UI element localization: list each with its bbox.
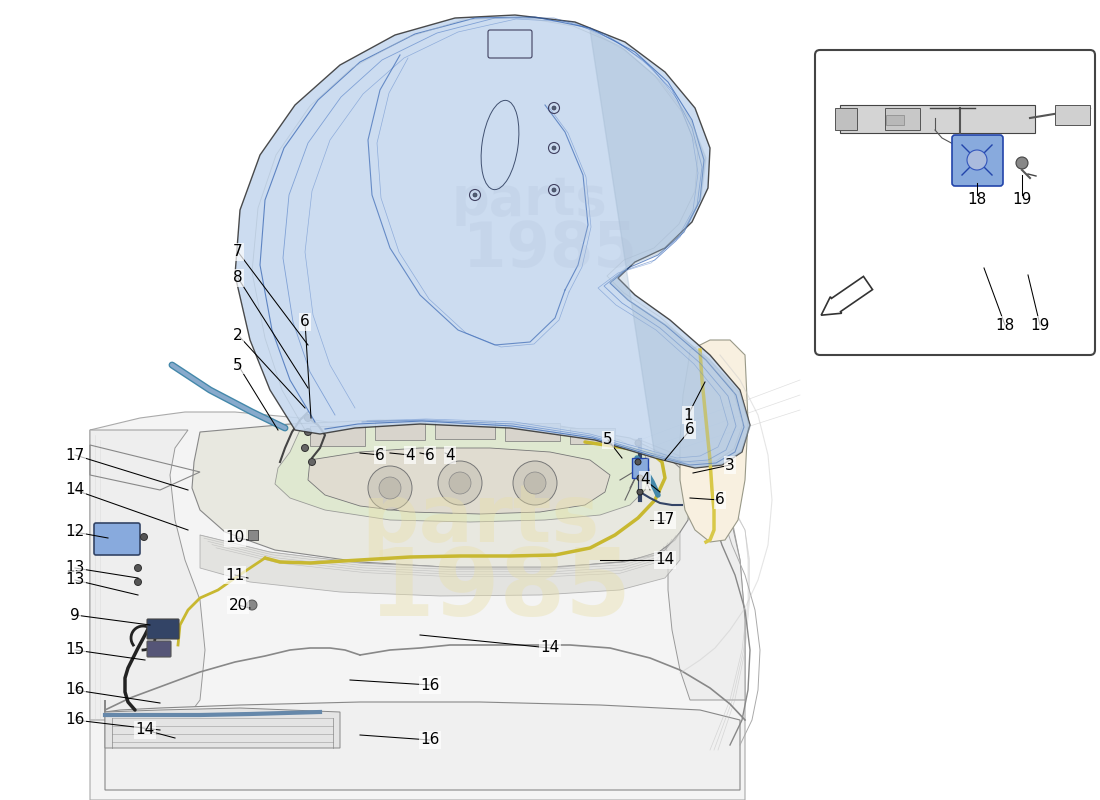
- Polygon shape: [90, 430, 205, 720]
- FancyBboxPatch shape: [952, 135, 1003, 186]
- Circle shape: [134, 578, 142, 586]
- Text: 20: 20: [229, 598, 248, 613]
- FancyBboxPatch shape: [815, 50, 1094, 355]
- Text: 16: 16: [420, 733, 440, 747]
- Bar: [840, 105, 1035, 133]
- Polygon shape: [90, 412, 745, 800]
- Text: 4: 4: [640, 473, 650, 487]
- Text: 14: 14: [656, 553, 674, 567]
- Polygon shape: [104, 708, 340, 748]
- FancyBboxPatch shape: [147, 641, 170, 657]
- Text: 2: 2: [233, 327, 243, 342]
- Circle shape: [134, 565, 142, 571]
- Text: 13: 13: [65, 573, 85, 587]
- Circle shape: [449, 472, 471, 494]
- Polygon shape: [635, 450, 745, 700]
- Text: 19: 19: [1012, 193, 1032, 207]
- Text: 4: 4: [405, 447, 415, 462]
- Circle shape: [552, 106, 556, 110]
- Text: 16: 16: [420, 678, 440, 693]
- Circle shape: [637, 489, 644, 495]
- Text: 17: 17: [656, 513, 674, 527]
- Text: 6: 6: [375, 447, 385, 462]
- Text: parts: parts: [452, 174, 608, 226]
- Bar: [632, 458, 648, 478]
- Bar: [375, 422, 425, 440]
- Text: 16: 16: [65, 682, 85, 698]
- Text: 12: 12: [65, 525, 85, 539]
- Circle shape: [552, 188, 556, 192]
- Circle shape: [473, 193, 477, 197]
- Bar: [1055, 105, 1090, 125]
- Polygon shape: [308, 448, 610, 514]
- Circle shape: [552, 146, 556, 150]
- Text: 16: 16: [65, 713, 85, 727]
- Text: 4: 4: [446, 447, 454, 462]
- FancyBboxPatch shape: [147, 619, 179, 639]
- Circle shape: [635, 440, 641, 446]
- Bar: [886, 108, 920, 130]
- Polygon shape: [235, 15, 750, 468]
- Circle shape: [635, 459, 641, 465]
- Polygon shape: [104, 700, 740, 790]
- Polygon shape: [192, 420, 690, 568]
- Text: 6: 6: [685, 422, 695, 438]
- Text: 15: 15: [65, 642, 85, 658]
- Circle shape: [305, 414, 311, 422]
- Text: 10: 10: [226, 530, 244, 546]
- Bar: [310, 426, 365, 446]
- Text: 8: 8: [233, 270, 243, 286]
- Text: 6: 6: [425, 447, 435, 462]
- FancyBboxPatch shape: [94, 523, 140, 555]
- Text: 1985: 1985: [463, 220, 637, 280]
- Text: 18: 18: [967, 193, 987, 207]
- Bar: [434, 421, 495, 439]
- Circle shape: [524, 472, 546, 494]
- Text: 14: 14: [135, 722, 155, 738]
- Circle shape: [637, 475, 644, 481]
- Bar: [835, 108, 857, 130]
- Text: 14: 14: [65, 482, 85, 498]
- Bar: [886, 115, 904, 125]
- Text: 5: 5: [603, 433, 613, 447]
- Text: 17: 17: [65, 447, 85, 462]
- Circle shape: [305, 429, 311, 435]
- Circle shape: [301, 445, 308, 451]
- Text: 19: 19: [1031, 318, 1049, 333]
- Text: 5: 5: [233, 358, 243, 373]
- Bar: [248, 530, 258, 540]
- Circle shape: [141, 534, 147, 541]
- Circle shape: [513, 461, 557, 505]
- Bar: [505, 423, 560, 441]
- FancyArrow shape: [822, 277, 872, 315]
- Text: 6: 6: [715, 493, 725, 507]
- Text: 14: 14: [540, 641, 560, 655]
- Bar: [570, 428, 615, 444]
- Circle shape: [248, 600, 257, 610]
- Polygon shape: [590, 30, 750, 467]
- Text: 1: 1: [683, 407, 693, 422]
- Text: 11: 11: [226, 567, 244, 582]
- Text: 6: 6: [300, 314, 310, 330]
- Polygon shape: [200, 532, 680, 596]
- Text: 9: 9: [70, 607, 80, 622]
- Text: 18: 18: [996, 318, 1014, 333]
- Circle shape: [967, 150, 987, 170]
- Text: 7: 7: [233, 245, 243, 259]
- Text: 1985: 1985: [368, 544, 631, 636]
- Circle shape: [368, 466, 412, 510]
- Circle shape: [438, 461, 482, 505]
- Circle shape: [1016, 157, 1028, 169]
- Circle shape: [379, 477, 401, 499]
- Polygon shape: [680, 340, 748, 542]
- Circle shape: [308, 458, 316, 466]
- Text: 13: 13: [65, 561, 85, 575]
- Text: parts: parts: [361, 481, 600, 559]
- Text: 3: 3: [725, 458, 735, 473]
- Polygon shape: [275, 423, 650, 522]
